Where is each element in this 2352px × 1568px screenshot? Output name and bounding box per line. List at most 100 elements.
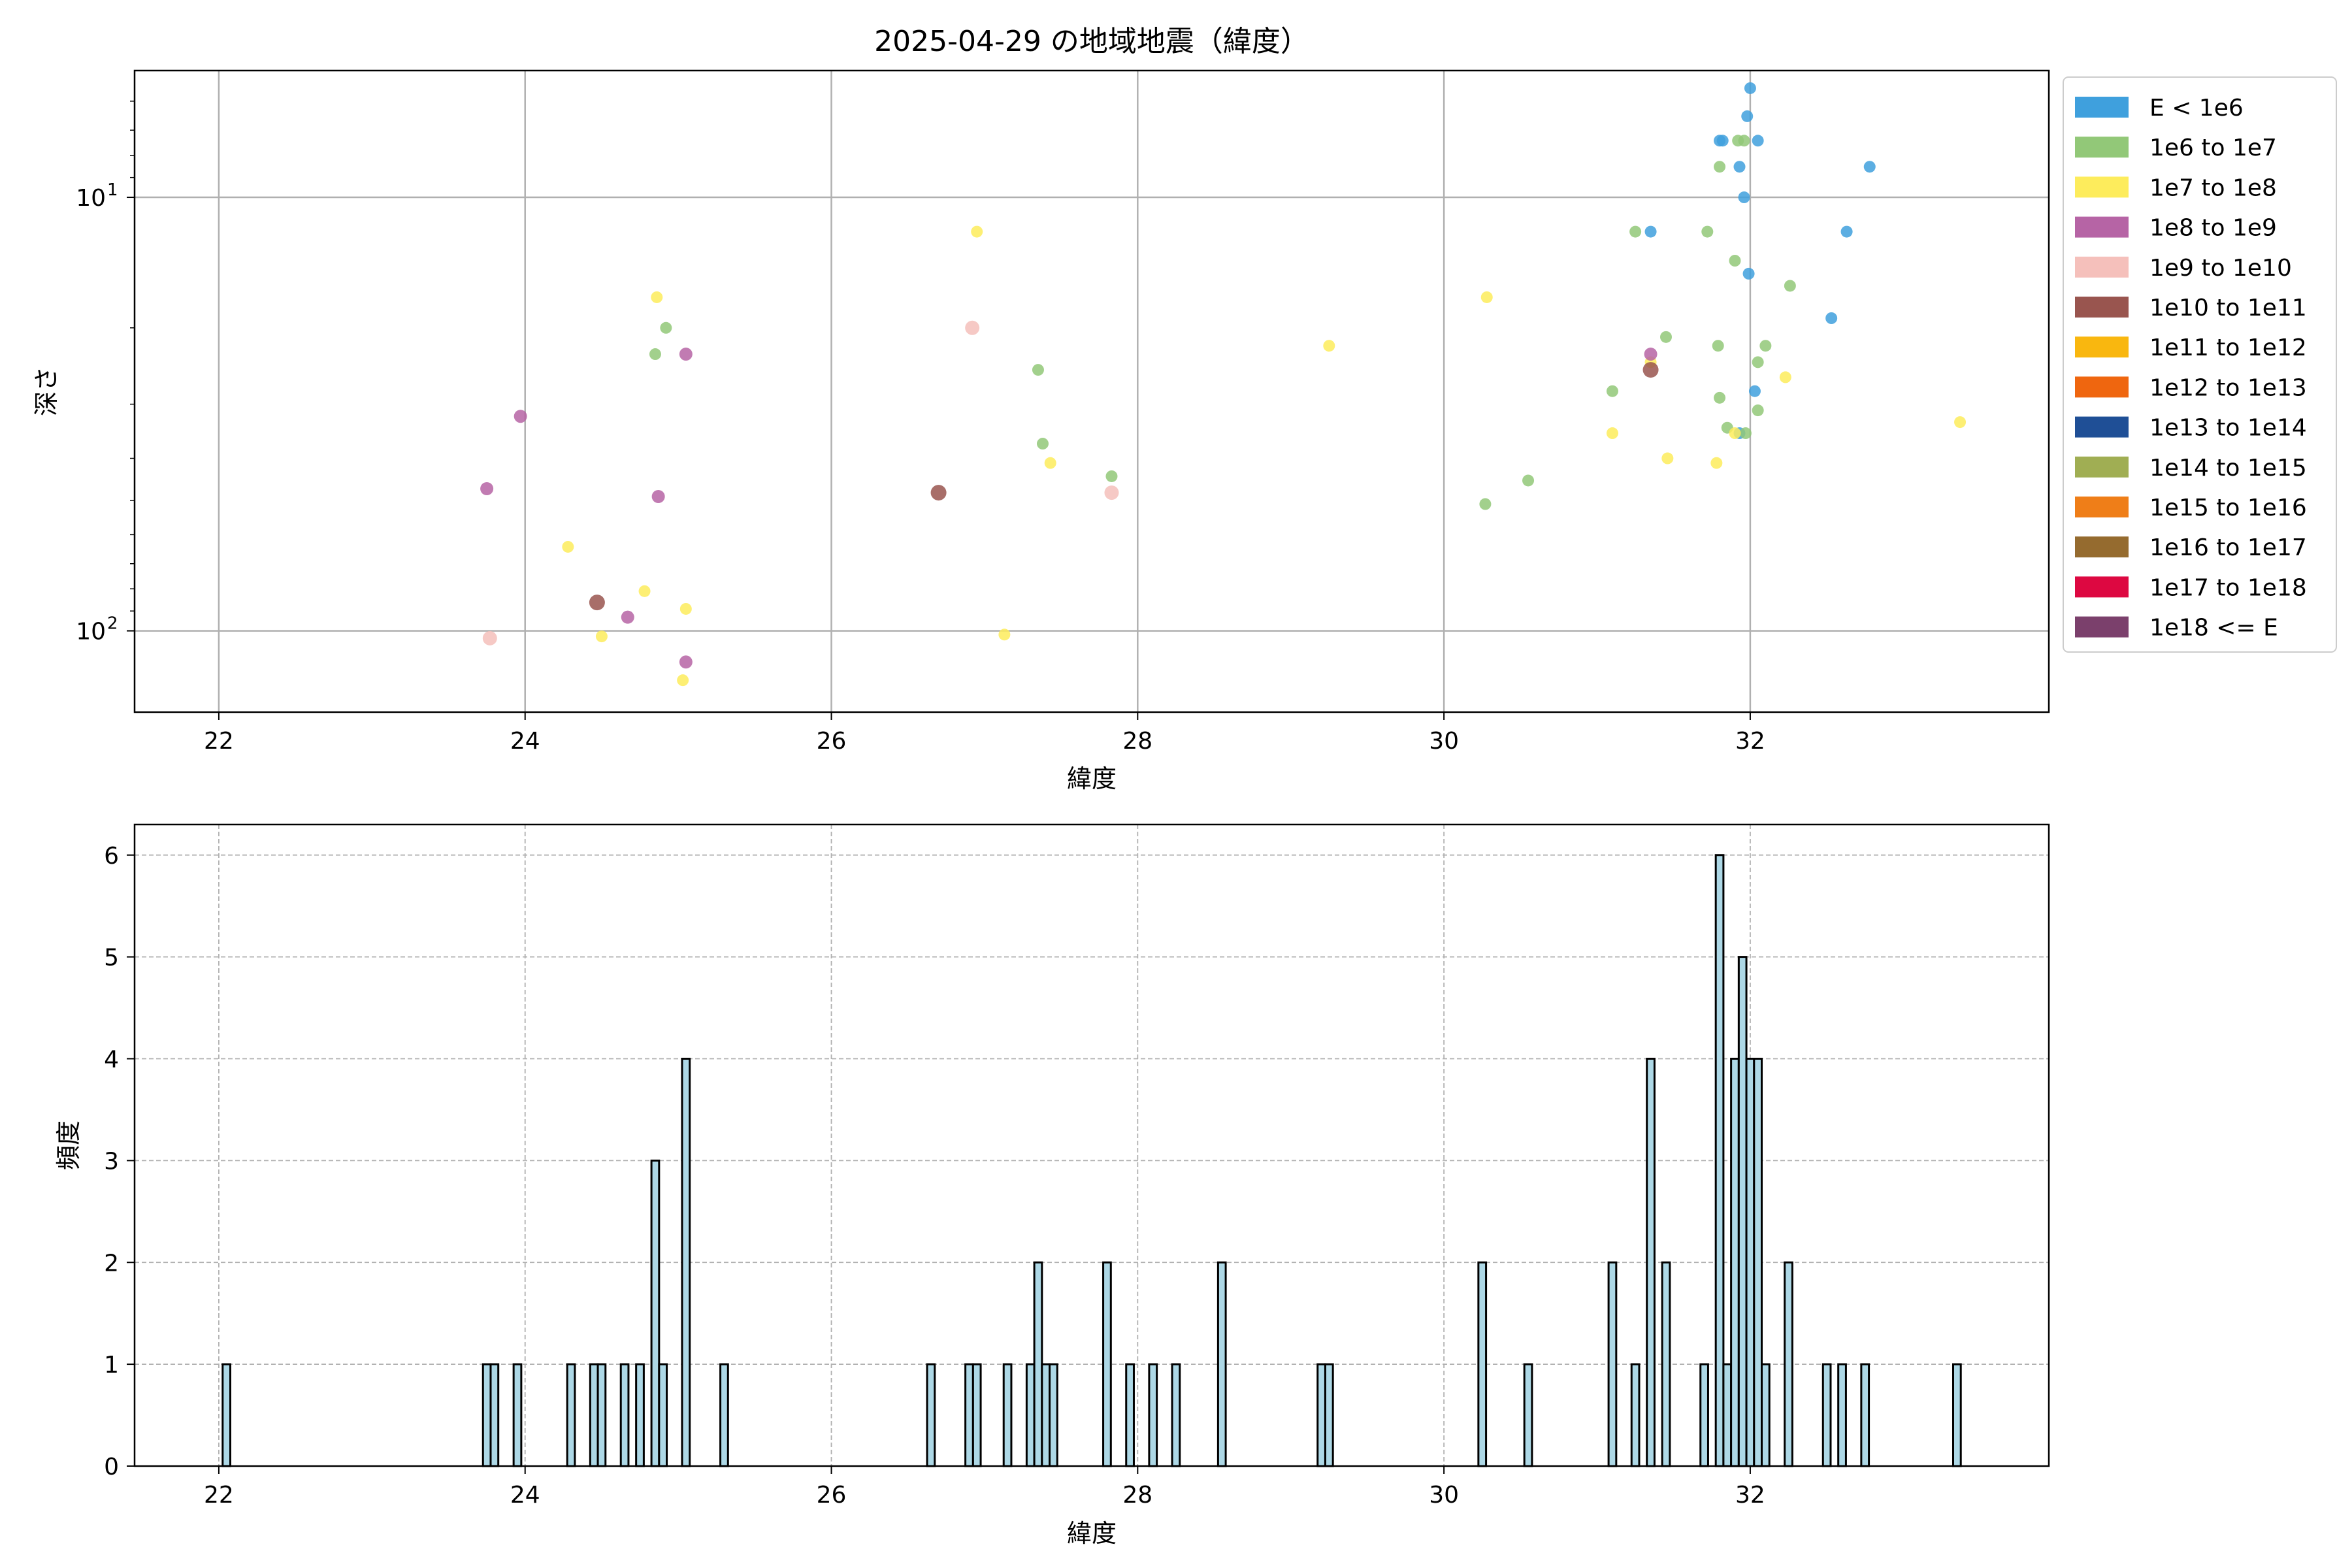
legend-swatch (2075, 97, 2129, 118)
scatter-y-tick-label: 10 (76, 185, 106, 212)
legend-swatch (2075, 416, 2129, 438)
scatter-x-tick-label: 22 (204, 728, 234, 755)
scatter-point (1784, 280, 1796, 292)
legend-swatch (2075, 176, 2129, 198)
scatter-point (1863, 161, 1876, 173)
scatter-point (677, 674, 689, 687)
scatter-point (1738, 191, 1750, 204)
scatter-point (1644, 348, 1658, 361)
scatter-point (1480, 291, 1493, 303)
histogram-bar (1699, 1363, 1709, 1467)
scatter-point (1105, 470, 1118, 482)
scatter-point (651, 291, 663, 303)
histogram-bar (1148, 1363, 1158, 1467)
legend-entry-label: 1e6 to 1e7 (2149, 135, 2277, 161)
scatter-point (1779, 371, 1791, 384)
scatter-y-tick-exponent: 2 (107, 614, 118, 634)
histogram-bar (972, 1363, 982, 1467)
scatter-point (1752, 356, 1764, 368)
histogram-bar (1745, 1058, 1756, 1467)
scatter-point (1044, 457, 1056, 469)
legend-entry-label: 1e18 <= E (2149, 615, 2278, 642)
scatter-x-tick-label: 30 (1429, 728, 1459, 755)
histogram-y-tick-label: 1 (104, 1352, 119, 1379)
scatter-point (1522, 474, 1535, 487)
scatter-point (1714, 391, 1726, 404)
scatter-point (480, 482, 494, 495)
scatter-x-tick-label: 28 (1122, 728, 1152, 755)
histogram-bar (964, 1363, 974, 1467)
scatter-point (1733, 161, 1746, 173)
histogram-bar (1630, 1363, 1641, 1467)
scatter-point (621, 610, 634, 624)
legend-swatch (2075, 576, 2129, 598)
histogram-bar (1523, 1363, 1533, 1467)
histogram-bar (719, 1363, 729, 1467)
legend-swatch (2075, 376, 2129, 398)
scatter-point (1752, 404, 1764, 417)
scatter-point (965, 320, 980, 335)
scatter-x-tick-label: 26 (817, 728, 847, 755)
legend-entry-label: 1e16 to 1e17 (2149, 534, 2307, 561)
histogram-bar (1722, 1363, 1733, 1467)
scatter-point (679, 655, 693, 669)
histogram-bar (650, 1159, 661, 1467)
histogram-bar (635, 1363, 645, 1467)
scatter-point (1712, 340, 1724, 352)
scatter-point (1739, 427, 1752, 440)
scatter-point (660, 321, 672, 334)
histogram-x-tick-label: 22 (204, 1482, 234, 1509)
histogram-bar (658, 1363, 668, 1467)
legend-swatch (2075, 297, 2129, 318)
scatter-point (1732, 135, 1744, 147)
legend-swatch (2075, 336, 2129, 358)
chart-title: 2025-04-29 の地域地震（緯度） (874, 25, 1309, 58)
histogram-bar (596, 1363, 607, 1467)
scatter-point (679, 602, 692, 615)
histogram-bar (1002, 1363, 1013, 1467)
legend-swatch (2075, 616, 2129, 638)
scatter-point (1759, 340, 1772, 352)
histogram-panel: 22 24 26 28 30 32 0 1 2 3 4 5 6 緯度 頻度 (54, 823, 2050, 1548)
histogram-bar (589, 1363, 599, 1467)
histogram-y-tick-label: 6 (104, 843, 119, 870)
histogram-bar (926, 1363, 936, 1467)
histogram-bar (1761, 1363, 1771, 1467)
scatter-point (1716, 135, 1729, 147)
scatter-point (1642, 362, 1659, 378)
scatter-point (1744, 82, 1756, 94)
legend-entry-label: 1e10 to 1e11 (2149, 295, 2307, 321)
histogram-y-tick-label: 4 (104, 1047, 119, 1073)
histogram-bar (482, 1363, 492, 1467)
legend-entry-label: 1e9 to 1e10 (2149, 255, 2292, 282)
scatter-point (562, 540, 574, 553)
histogram-bar (566, 1363, 576, 1467)
histogram-bar (1952, 1363, 1962, 1467)
scatter-point (971, 225, 983, 238)
histogram-bar (681, 1058, 691, 1467)
histogram-x-tick-label: 26 (817, 1482, 847, 1509)
histogram-y-tick-label: 0 (104, 1454, 119, 1480)
legend-entry-label: 1e13 to 1e14 (2149, 415, 2307, 442)
scatter-point (1840, 225, 1853, 238)
scatter-point (1710, 457, 1723, 469)
scatter-point (1752, 135, 1764, 147)
histogram-bar (1607, 1261, 1618, 1467)
scatter-y-axis-label: 深さ (32, 367, 61, 416)
legend-swatch (2075, 456, 2129, 478)
scatter-point (1825, 312, 1838, 325)
histogram-bar (1753, 1058, 1763, 1467)
scatter-point (1741, 110, 1754, 122)
legend-swatch (2075, 497, 2129, 517)
histogram-bar (1737, 956, 1748, 1467)
histogram-bar (1102, 1261, 1112, 1467)
scatter-point (679, 348, 693, 361)
scatter-point (1629, 225, 1642, 238)
histogram-x-axis-label: 緯度 (1067, 1519, 1117, 1548)
legend-entry-label: 1e8 to 1e9 (2149, 215, 2277, 242)
histogram-bar (1033, 1261, 1043, 1467)
scatter-point (1479, 498, 1492, 510)
histogram-x-tick-label: 32 (1735, 1482, 1765, 1509)
